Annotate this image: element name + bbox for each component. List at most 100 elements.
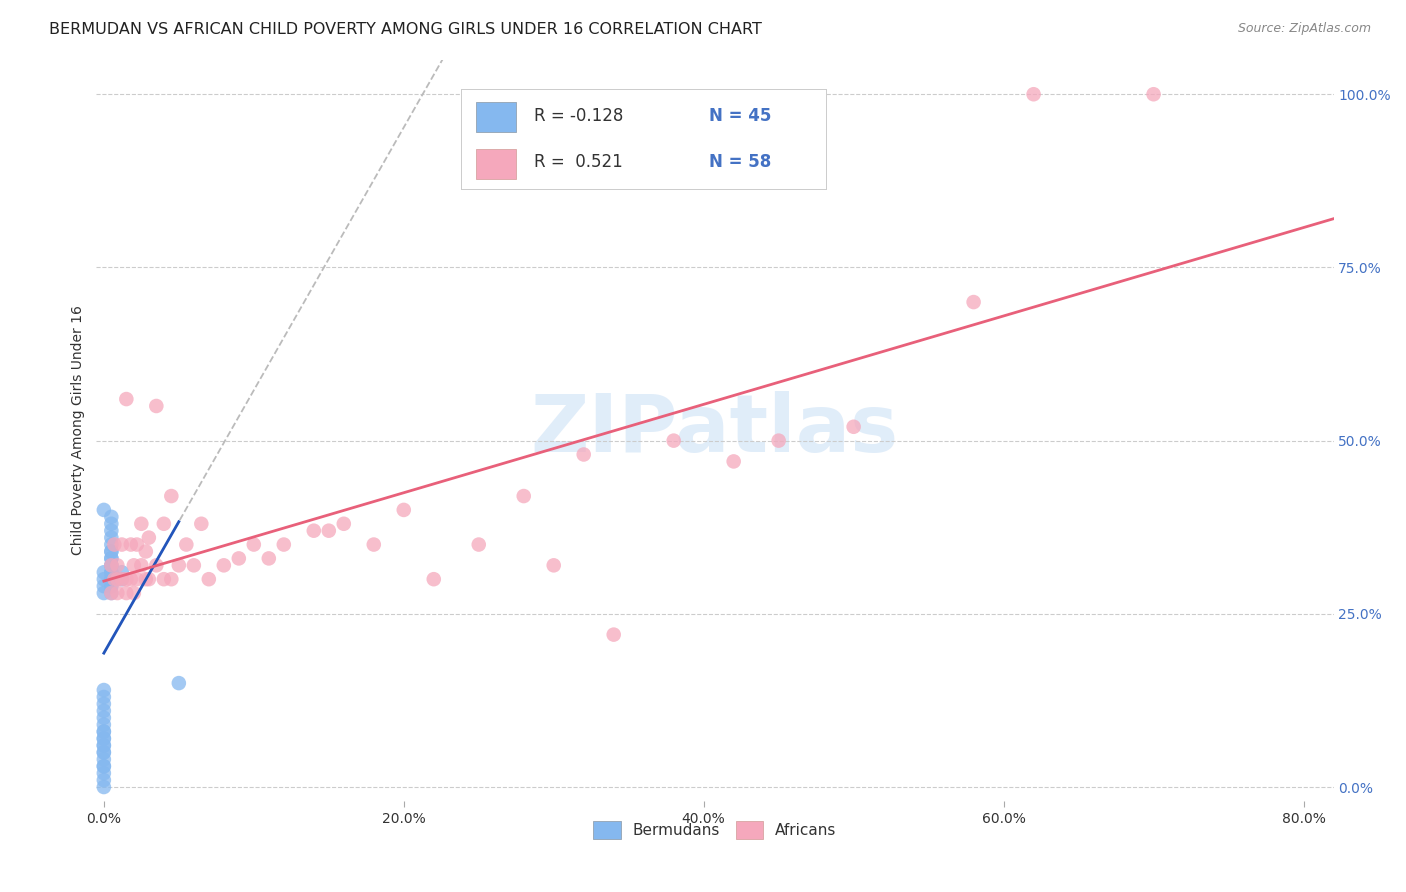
Point xyxy=(125,537,148,551)
Text: ZIPatlas: ZIPatlas xyxy=(531,392,898,469)
Point xyxy=(190,516,212,531)
Point xyxy=(100,531,122,545)
Point xyxy=(103,572,125,586)
Point xyxy=(115,586,138,600)
Point xyxy=(212,558,235,573)
Point xyxy=(257,551,280,566)
Point xyxy=(131,516,153,531)
Point xyxy=(93,752,115,766)
Point xyxy=(1022,87,1045,102)
Point xyxy=(93,503,115,517)
Point xyxy=(105,586,128,600)
Point xyxy=(111,572,134,586)
Point xyxy=(93,745,115,759)
Point xyxy=(103,537,125,551)
Point xyxy=(423,572,446,586)
Point xyxy=(111,572,134,586)
Legend: Bermudans, Africans: Bermudans, Africans xyxy=(588,815,842,845)
Point xyxy=(93,745,115,759)
Point xyxy=(93,731,115,746)
Point xyxy=(273,537,295,551)
Point xyxy=(100,586,122,600)
Point xyxy=(100,544,122,558)
Point xyxy=(145,558,167,573)
Point xyxy=(93,586,115,600)
Point xyxy=(105,558,128,573)
Point xyxy=(111,566,134,580)
Point xyxy=(198,572,221,586)
Point xyxy=(93,724,115,739)
Point xyxy=(115,392,138,406)
Point xyxy=(100,509,122,524)
Point xyxy=(100,579,122,593)
Point xyxy=(93,683,115,698)
Point xyxy=(93,711,115,725)
Point xyxy=(512,489,534,503)
Point xyxy=(122,586,145,600)
Point xyxy=(100,586,122,600)
Point xyxy=(93,704,115,718)
Point xyxy=(167,676,190,690)
Point xyxy=(153,572,176,586)
Point xyxy=(160,489,183,503)
Point xyxy=(93,690,115,704)
Point xyxy=(302,524,325,538)
Point xyxy=(468,537,491,551)
Point xyxy=(602,627,624,641)
Point xyxy=(100,516,122,531)
Point xyxy=(167,558,190,573)
Point xyxy=(392,503,415,517)
Point xyxy=(93,773,115,788)
Point xyxy=(100,572,122,586)
Point xyxy=(93,739,115,753)
Point xyxy=(138,572,160,586)
Point xyxy=(93,759,115,773)
Point xyxy=(543,558,565,573)
Point xyxy=(160,572,183,586)
Point xyxy=(120,537,142,551)
Point xyxy=(93,697,115,711)
Point xyxy=(153,516,176,531)
Point xyxy=(138,531,160,545)
Point xyxy=(100,558,122,573)
Point xyxy=(111,537,134,551)
Point xyxy=(100,551,122,566)
Point xyxy=(100,566,122,580)
Point xyxy=(228,551,250,566)
Point xyxy=(318,524,340,538)
Point xyxy=(93,766,115,780)
Point xyxy=(105,572,128,586)
Point xyxy=(723,454,745,468)
Point xyxy=(100,524,122,538)
Point xyxy=(93,572,115,586)
Point xyxy=(962,295,984,310)
Point xyxy=(115,572,138,586)
Y-axis label: Child Poverty Among Girls Under 16: Child Poverty Among Girls Under 16 xyxy=(72,305,86,555)
Point xyxy=(122,558,145,573)
Point xyxy=(100,537,122,551)
Point xyxy=(1142,87,1164,102)
Point xyxy=(842,419,865,434)
Point xyxy=(125,572,148,586)
Point xyxy=(100,566,122,580)
Point xyxy=(93,780,115,794)
Point xyxy=(93,579,115,593)
Point xyxy=(93,731,115,746)
Point xyxy=(145,399,167,413)
Point xyxy=(100,558,122,573)
Point xyxy=(662,434,685,448)
Point xyxy=(93,566,115,580)
Point xyxy=(93,739,115,753)
Point xyxy=(93,724,115,739)
Point xyxy=(93,759,115,773)
Point xyxy=(768,434,790,448)
Point xyxy=(176,537,198,551)
Text: Source: ZipAtlas.com: Source: ZipAtlas.com xyxy=(1237,22,1371,36)
Point xyxy=(120,572,142,586)
Point xyxy=(243,537,266,551)
Point xyxy=(100,572,122,586)
Point xyxy=(572,448,595,462)
Text: BERMUDAN VS AFRICAN CHILD POVERTY AMONG GIRLS UNDER 16 CORRELATION CHART: BERMUDAN VS AFRICAN CHILD POVERTY AMONG … xyxy=(49,22,762,37)
Point xyxy=(100,544,122,558)
Point xyxy=(100,551,122,566)
